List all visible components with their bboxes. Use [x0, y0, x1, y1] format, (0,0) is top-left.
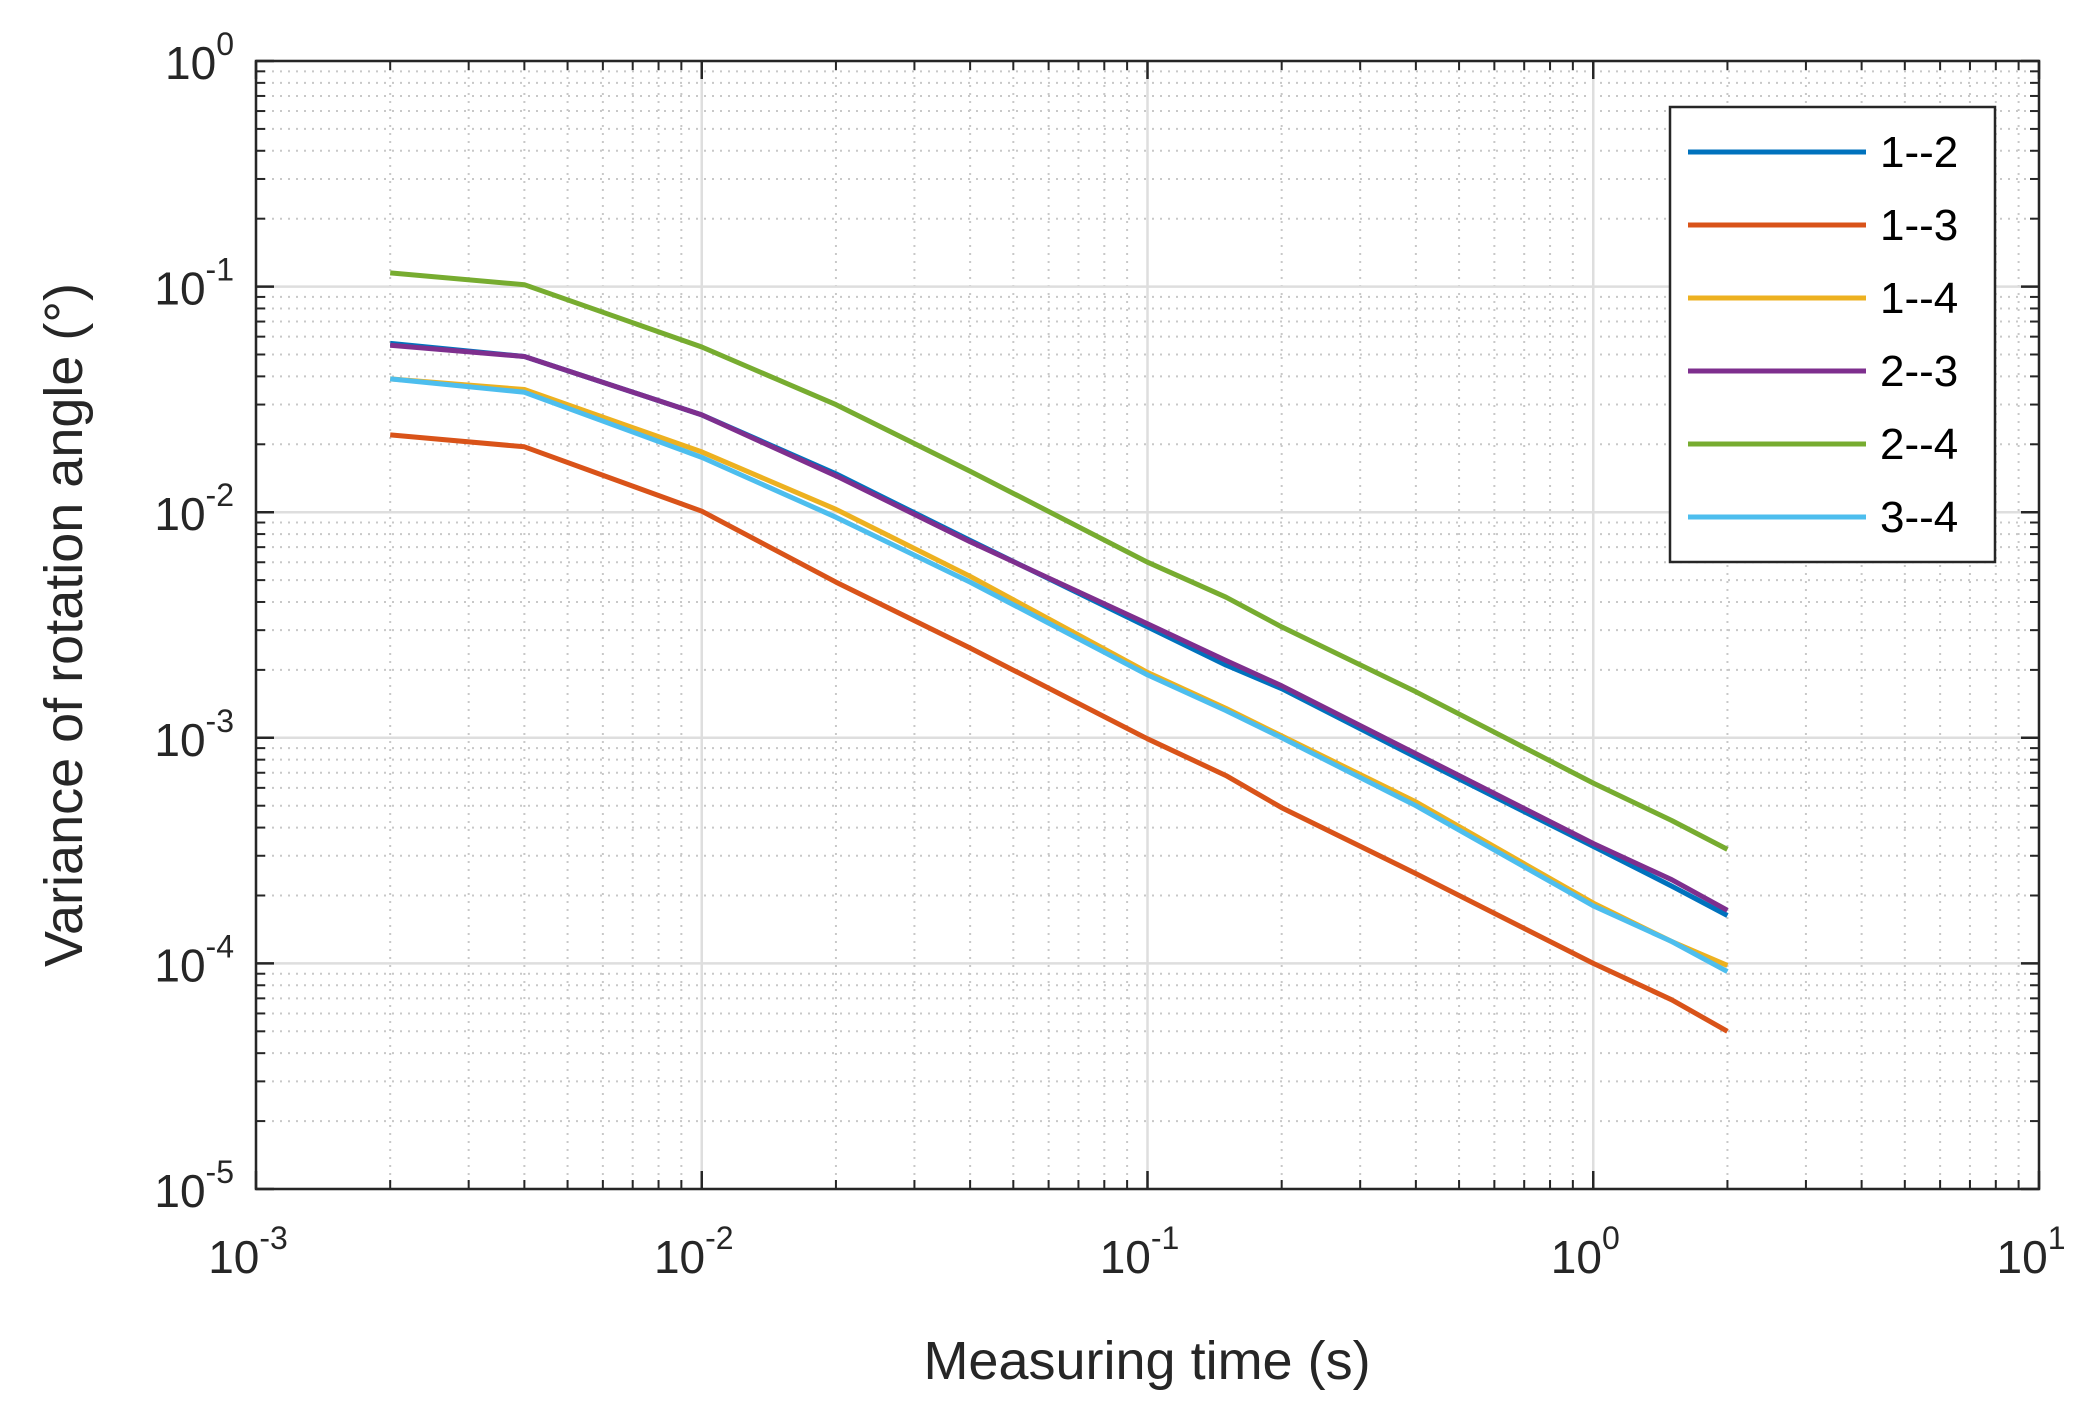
legend-label-1--2: 1--2 [1880, 128, 1958, 177]
x-tick-base: 10 [1100, 1231, 1151, 1283]
y-tick-exponent: -1 [206, 252, 234, 288]
y-tick-label: 10-3 [154, 703, 234, 766]
y-tick-label: 100 [165, 26, 234, 89]
legend-label-2--4: 2--4 [1880, 420, 1958, 469]
series-line-2--4 [389, 270, 1729, 852]
x-tick-exponent: -1 [1151, 1220, 1179, 1256]
y-tick-label: 10-5 [154, 1154, 234, 1217]
legend: 1--2 1--3 1--4 2--3 2--4 3--4 [1668, 105, 1997, 564]
y-tick-exponent: -5 [206, 1154, 234, 1190]
series-line-1--3 [389, 432, 1729, 1034]
x-axis-ticks: 10-3 10-2 10-1 100 101 [208, 61, 2065, 1283]
x-tick-label: 10-1 [1100, 1220, 1180, 1283]
x-tick-exponent: 0 [1602, 1220, 1620, 1256]
x-tick-base: 10 [1997, 1231, 2048, 1283]
y-tick-exponent: 0 [216, 26, 234, 62]
y-tick-base: 10 [154, 1165, 205, 1217]
x-tick-label: 10-2 [654, 1220, 734, 1283]
y-tick-base: 10 [154, 939, 205, 991]
y-tick-exponent: -4 [206, 928, 234, 964]
legend-box [1668, 105, 1997, 564]
y-tick-exponent: -3 [206, 703, 234, 739]
series-line-3--4 [389, 376, 1729, 974]
x-tick-exponent: -2 [705, 1220, 733, 1256]
legend-label-3--4: 3--4 [1880, 493, 1958, 542]
x-tick-base: 10 [208, 1231, 259, 1283]
x-tick-label: 100 [1551, 1220, 1620, 1283]
series-lines [389, 270, 1729, 1034]
y-tick-base: 10 [165, 37, 216, 89]
x-tick-exponent: -3 [259, 1220, 287, 1256]
series-line-2--3 [389, 342, 1729, 913]
y-tick-label: 10-1 [154, 252, 234, 315]
y-tick-base: 10 [154, 263, 205, 315]
y-tick-base: 10 [154, 488, 205, 540]
x-axis-title: Measuring time (s) [923, 1331, 1370, 1391]
y-tick-exponent: -2 [206, 477, 234, 513]
y-tick-label: 10-2 [154, 477, 234, 540]
x-tick-label: 101 [1997, 1220, 2066, 1283]
x-tick-exponent: 1 [2048, 1220, 2066, 1256]
legend-label-2--3: 2--3 [1880, 347, 1958, 396]
x-tick-label: 10-3 [208, 1220, 288, 1283]
x-tick-base: 10 [654, 1231, 705, 1283]
y-axis-title: Variance of rotation angle (°) [34, 283, 94, 967]
y-tick-base: 10 [154, 714, 205, 766]
x-tick-base: 10 [1551, 1231, 1602, 1283]
y-tick-label: 10-4 [154, 928, 234, 991]
legend-label-1--3: 1--3 [1880, 201, 1958, 250]
legend-label-1--4: 1--4 [1880, 274, 1958, 323]
